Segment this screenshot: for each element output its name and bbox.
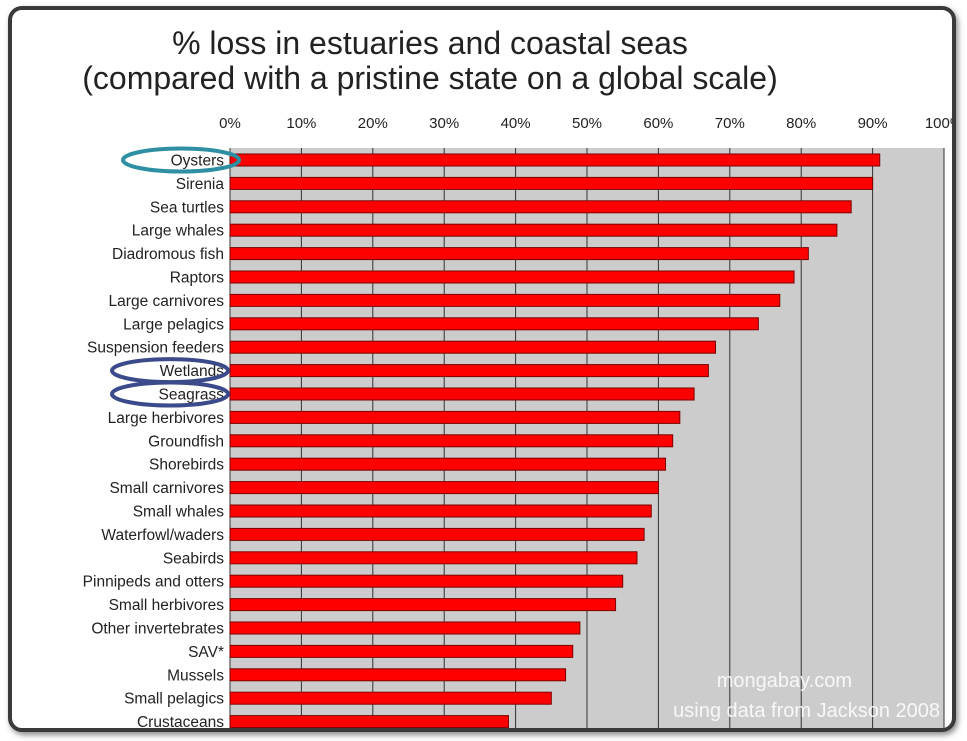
category-label: Sirenia [176,176,225,193]
bar [229,691,552,705]
x-tick-label: 100% [925,115,952,132]
x-axis-tick-labels: 0% 10% 20% 30% 40% 50% 60% 70% 80% 90% 100% [219,115,952,132]
x-tick-label: 20% [358,115,388,132]
bar [229,668,567,682]
bar [229,270,795,284]
category-label: Mussels [167,667,224,684]
chart-svg: % loss in estuaries and coastal seas (co… [82,25,952,729]
bar [229,410,681,424]
category-label: Shorebirds [149,457,224,474]
category-label: Small carnivores [109,480,224,497]
category-label: Small whales [133,504,225,521]
bar [229,644,574,658]
category-label: Groundfish [148,433,224,450]
category-label: Other invertebrates [91,621,224,638]
bar [229,621,581,635]
category-label: Small pelagics [124,691,224,708]
x-tick-label: 80% [786,115,816,132]
bar [229,504,652,518]
bar [229,293,781,307]
x-tick-label: 60% [643,115,673,132]
x-tick-label: 90% [858,115,888,132]
bar [229,387,695,401]
category-label: Small herbivores [109,597,225,614]
category-label: Crustaceans [137,714,224,728]
category-labels: Oysters Sirenia Sea turtles Large whales Dia… [83,153,225,729]
category-label: Large whales [132,223,224,240]
bar [229,481,659,495]
bars [229,153,881,728]
bar [229,598,617,612]
bar [229,317,759,331]
watermark-line-2: using data from Jackson 2008 [673,700,940,722]
watermark-line-1: mongabay.com [717,670,852,692]
category-label: Oysters [171,153,225,170]
bar [229,574,624,588]
x-tick-label: 40% [501,115,531,132]
category-label: Pinnipeds and otters [83,574,225,591]
bar [229,551,638,565]
x-tick-label: 10% [286,115,316,132]
category-label: Wetlands [160,363,225,380]
watermark: mongabay.com using data from Jackson 200… [673,670,940,722]
x-tick-label: 70% [715,115,745,132]
category-label: SAV* [188,644,224,661]
x-tick-label: 30% [429,115,459,132]
category-label: Diadromous fish [112,246,224,263]
bar [229,153,881,167]
bar [229,176,874,190]
highlight-ellipses [110,146,241,408]
chart-title-line-2: (compared with a pristine state on a glo… [82,60,777,96]
bar [229,527,645,541]
category-label: Large carnivores [109,293,225,310]
bar [229,364,709,378]
highlight-ellipse [110,380,230,408]
bar [229,340,717,354]
category-label: Large herbivores [108,410,225,427]
chart-frame: % loss in estuaries and coastal seas (co… [8,6,956,732]
bar [229,715,509,728]
category-label: Seabirds [163,550,224,567]
category-label: Suspension feeders [87,340,224,357]
highlight-ellipse [121,146,241,174]
category-label: Raptors [170,270,225,287]
bar [229,434,674,448]
x-tick-label: 0% [219,115,241,132]
chart-title: % loss in estuaries and coastal seas (co… [82,25,777,96]
category-label: Large pelagics [123,316,224,333]
x-tick-label: 50% [572,115,602,132]
bar [229,223,838,237]
bar [229,200,852,214]
category-label: Seagrass [159,387,225,404]
bar [229,247,809,261]
bar [229,457,667,471]
chart-title-line-1: % loss in estuaries and coastal seas [172,25,688,61]
category-label: Sea turtles [150,199,224,216]
category-label: Waterfowl/waders [101,527,224,544]
